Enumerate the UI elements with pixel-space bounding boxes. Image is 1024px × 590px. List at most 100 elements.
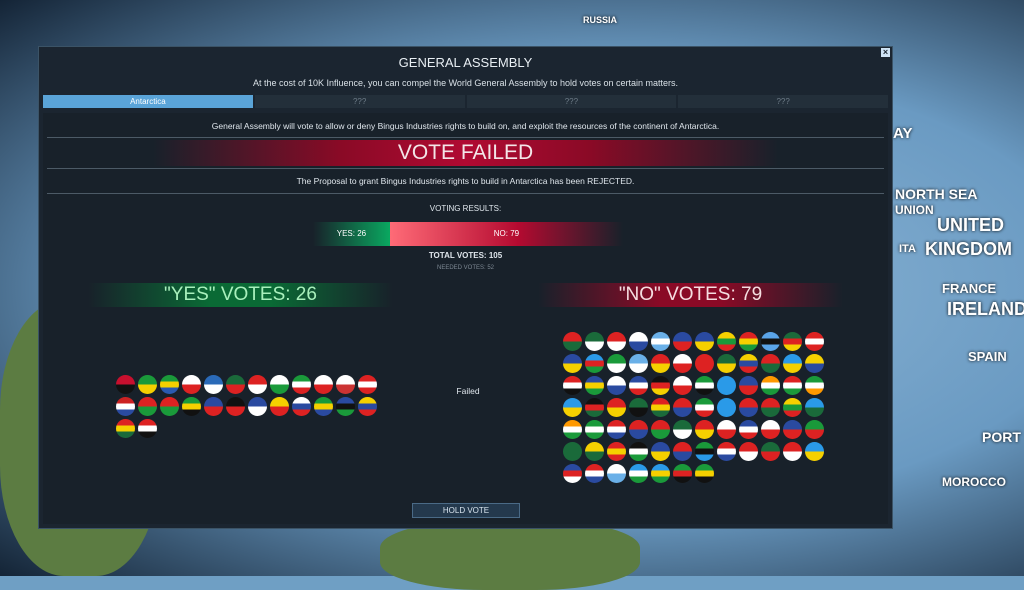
country-flag-icon (563, 420, 582, 439)
country-flag-icon (739, 398, 758, 417)
country-flag-icon (336, 397, 355, 416)
country-flag-icon (607, 398, 626, 417)
country-flag-icon (717, 442, 736, 461)
country-flag-icon (695, 420, 714, 439)
country-flag-icon (673, 464, 692, 483)
country-flag-icon (629, 464, 648, 483)
country-flag-icon (585, 398, 604, 417)
country-flag-icon (805, 420, 824, 439)
divider (47, 193, 884, 194)
country-flag-icon (761, 332, 780, 351)
tab-2[interactable]: ??? (466, 95, 677, 108)
country-flag-icon (673, 398, 692, 417)
tab-1[interactable]: ??? (254, 95, 465, 108)
map-label: AY (893, 125, 913, 142)
country-flag-icon (739, 420, 758, 439)
country-flag-icon (182, 375, 201, 394)
country-flag-icon (761, 354, 780, 373)
country-flag-icon (585, 464, 604, 483)
country-flag-icon (629, 354, 648, 373)
tab-3[interactable]: ??? (678, 95, 888, 108)
country-flag-icon (585, 442, 604, 461)
country-flag-icon (585, 354, 604, 373)
country-flag-icon (563, 442, 582, 461)
no-bar: NO: 79 (389, 222, 623, 246)
country-flag-icon (673, 376, 692, 395)
close-button[interactable]: × (881, 47, 890, 57)
map-label: ITA (899, 243, 916, 255)
country-flag-icon (739, 376, 758, 395)
map-label: KINGDOM (925, 239, 1012, 259)
country-flag-icon (673, 332, 692, 351)
country-flag-icon (204, 397, 223, 416)
country-flag-icon (739, 354, 758, 373)
country-flag-icon (138, 397, 157, 416)
country-flag-icon (761, 376, 780, 395)
country-flag-icon (761, 398, 780, 417)
voting-results-label: VOTING RESULTS: (429, 204, 502, 213)
country-flag-icon (204, 375, 223, 394)
country-flag-icon (607, 420, 626, 439)
divider (47, 137, 884, 138)
country-flag-icon (563, 376, 582, 395)
no-votes-header: "NO" VOTES: 79 (538, 283, 843, 307)
country-flag-icon (651, 332, 670, 351)
tab-bar: Antarctica????????? (43, 95, 888, 108)
country-flag-icon (138, 375, 157, 394)
hold-vote-button[interactable]: HOLD VOTE (412, 503, 520, 518)
yes-bar: YES: 26 (313, 222, 390, 246)
country-flag-icon (182, 397, 201, 416)
country-flag-icon (292, 397, 311, 416)
country-flag-icon (563, 332, 582, 351)
country-flag-icon (160, 375, 179, 394)
map-label: RUSSIA (583, 15, 618, 25)
country-flag-icon (805, 332, 824, 351)
country-flag-icon (248, 375, 267, 394)
country-flag-icon (607, 464, 626, 483)
country-flag-icon (629, 420, 648, 439)
yes-votes-header: "YES" VOTES: 26 (88, 283, 393, 307)
landmass (380, 520, 640, 590)
country-flag-icon (651, 376, 670, 395)
map-label: SPAIN (968, 349, 1007, 364)
country-flag-icon (358, 375, 377, 394)
country-flag-icon (673, 354, 692, 373)
country-flag-icon (607, 354, 626, 373)
country-flag-icon (673, 420, 692, 439)
tab-0[interactable]: Antarctica (43, 95, 253, 108)
country-flag-icon (226, 397, 245, 416)
country-flag-icon (739, 332, 758, 351)
country-flag-icon (585, 332, 604, 351)
country-flag-icon (783, 398, 802, 417)
map-label: MOROCCO (942, 475, 1006, 489)
country-flag-icon (761, 442, 780, 461)
country-flag-icon (651, 442, 670, 461)
total-votes: TOTAL VOTES: 105 (428, 251, 503, 260)
country-flag-icon (695, 376, 714, 395)
country-flag-icon (116, 375, 135, 394)
vote-description: General Assembly will vote to allow or d… (211, 121, 720, 131)
country-flag-icon (563, 464, 582, 483)
country-flag-icon (226, 375, 245, 394)
country-flag-icon (248, 397, 267, 416)
country-flag-icon (629, 398, 648, 417)
country-flag-icon (695, 354, 714, 373)
country-flag-icon (629, 376, 648, 395)
country-flag-icon (270, 375, 289, 394)
country-flag-icon (717, 398, 736, 417)
country-flag-icon (717, 420, 736, 439)
country-flag-icon (673, 442, 692, 461)
country-flag-icon (629, 442, 648, 461)
country-flag-icon (695, 332, 714, 351)
country-flag-icon (270, 397, 289, 416)
map-label: NORTH SEA (895, 186, 978, 202)
no-flags (563, 332, 824, 483)
general-assembly-dialog: × GENERAL ASSEMBLY At the cost of 10K In… (38, 46, 893, 529)
map-label: UNION (895, 203, 934, 217)
country-flag-icon (651, 420, 670, 439)
map-label: IRELAND (947, 299, 1024, 319)
country-flag-icon (292, 375, 311, 394)
country-flag-icon (336, 375, 355, 394)
country-flag-icon (607, 376, 626, 395)
country-flag-icon (629, 332, 648, 351)
